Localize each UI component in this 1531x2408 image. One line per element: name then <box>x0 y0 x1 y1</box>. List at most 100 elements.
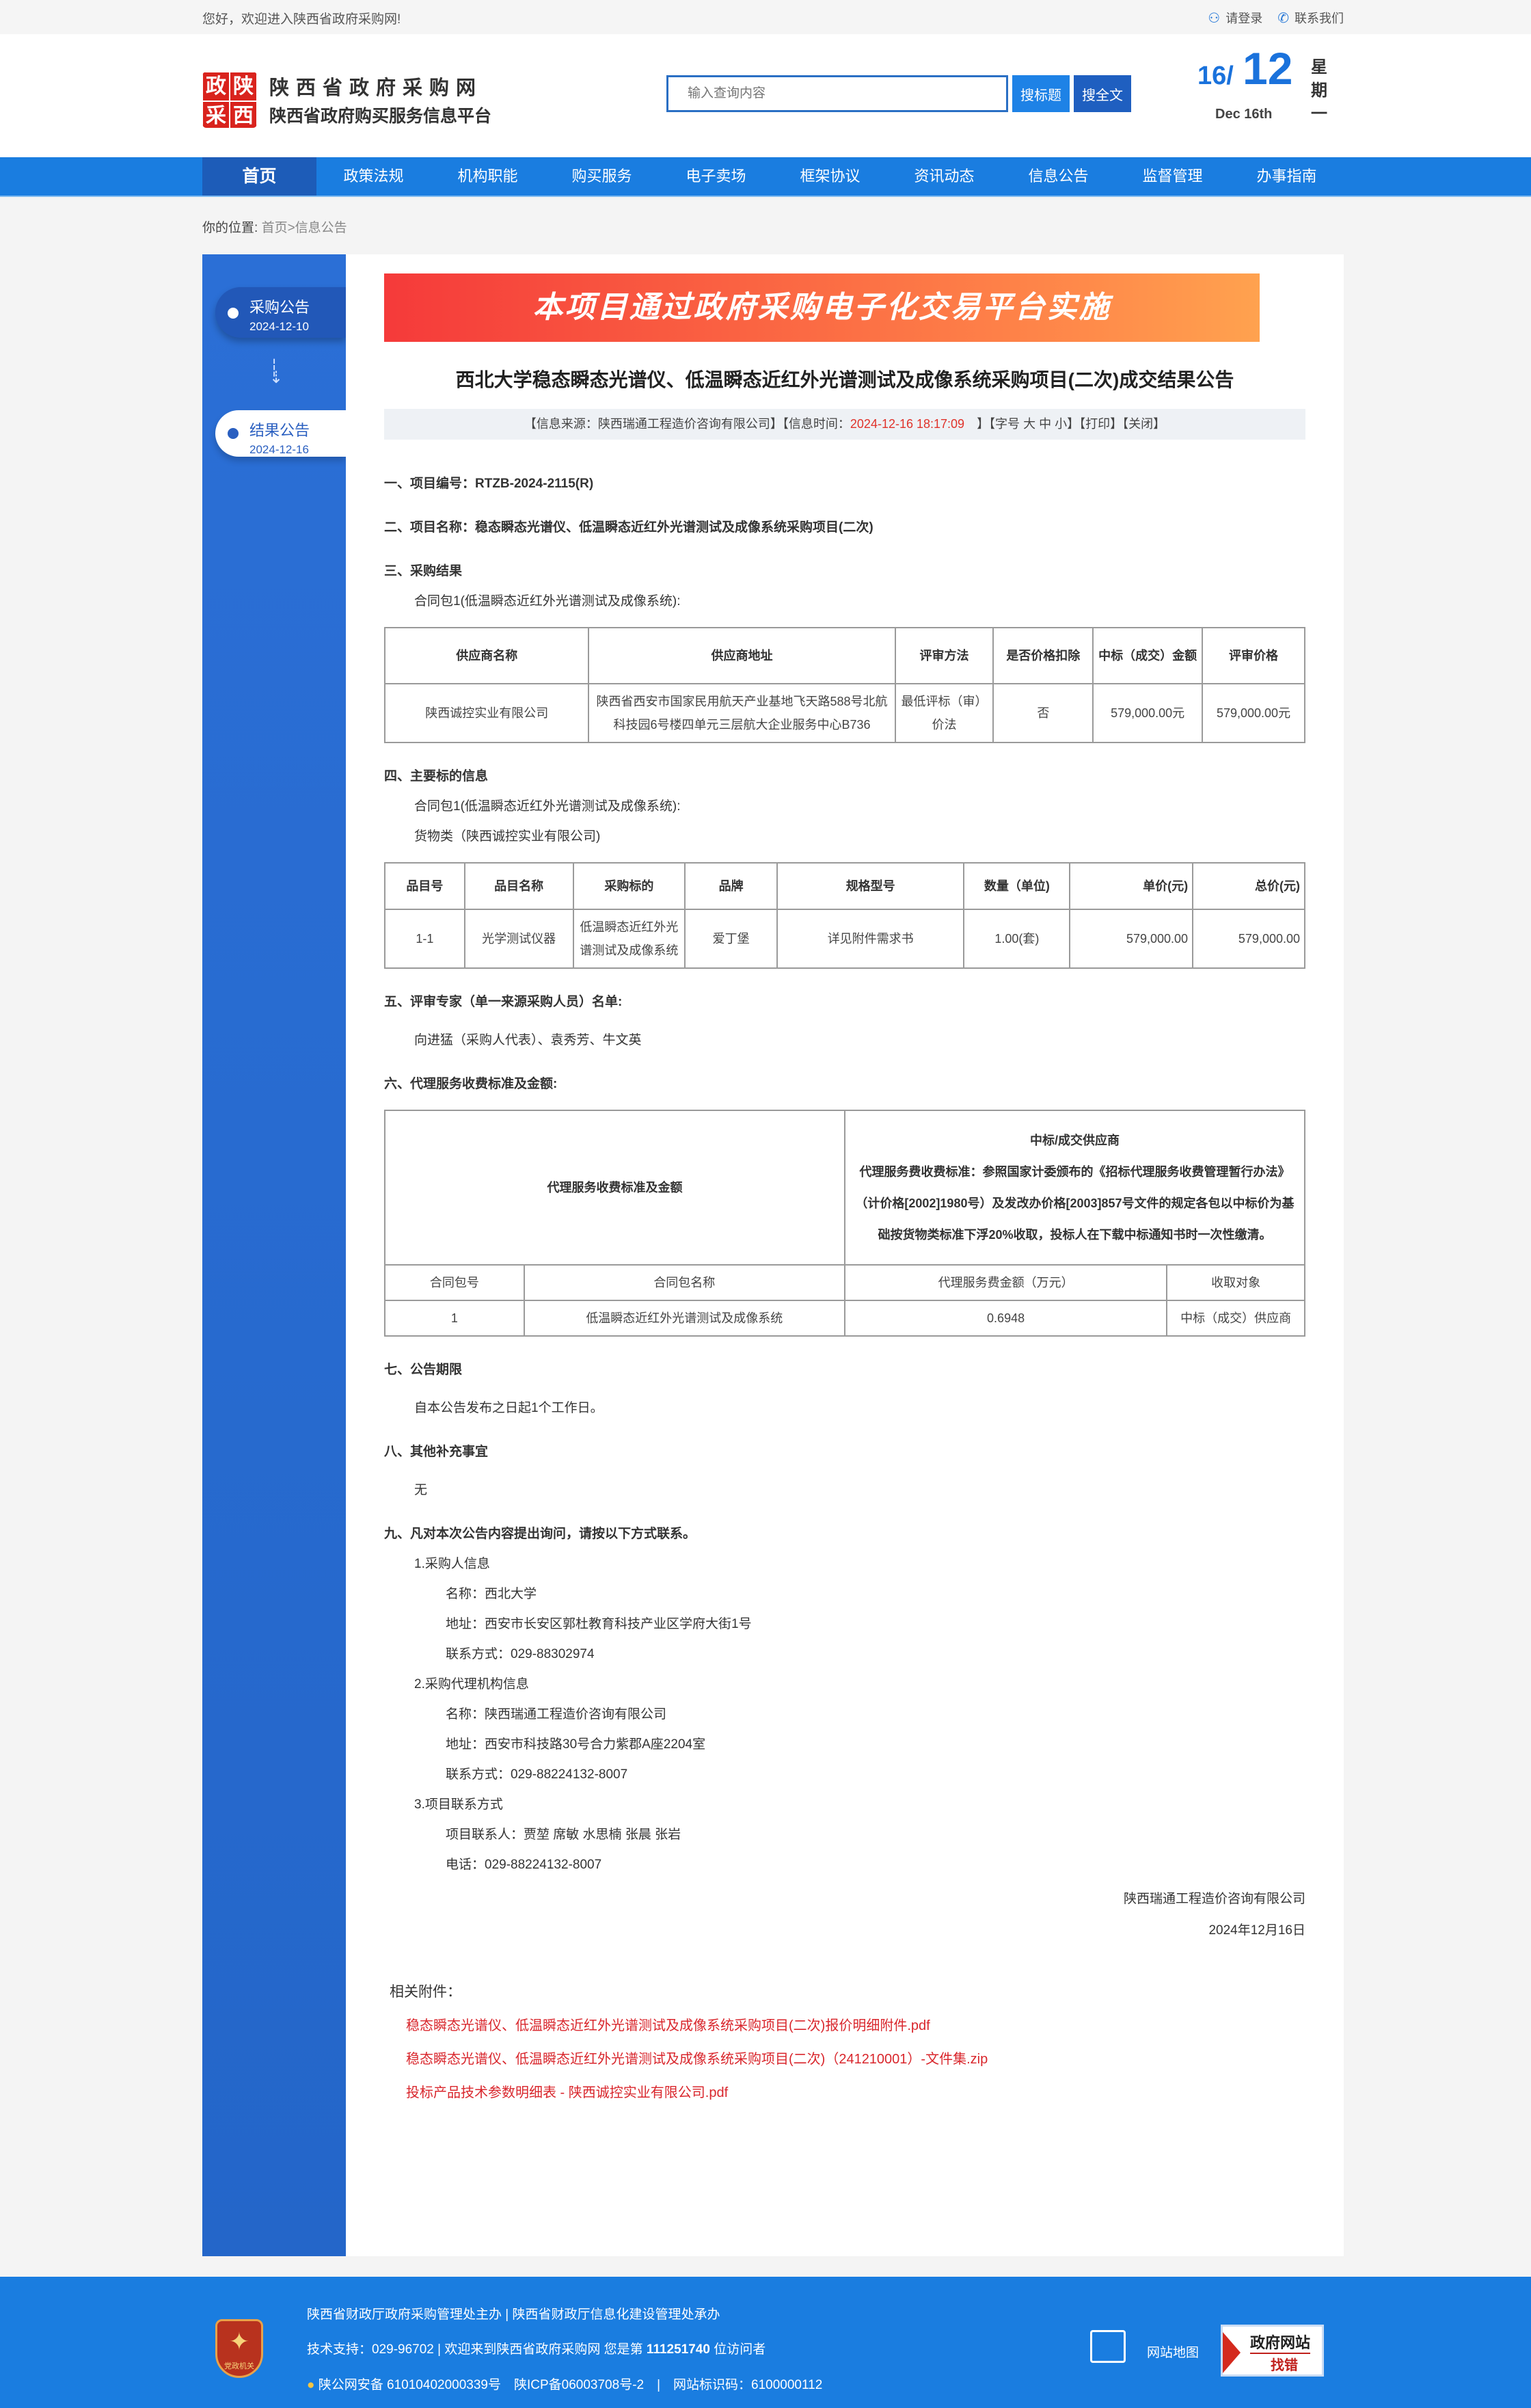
table-cell: 1 <box>384 1300 525 1337</box>
date-day: 16/ <box>1197 62 1234 90</box>
login-label: 请登录 <box>1225 12 1263 25</box>
table-cell: 供应商地址 <box>588 627 896 684</box>
welcome-text: 您好，欢迎进入陕西省政府采购网! <box>202 12 401 27</box>
nav-item[interactable]: 政策法规 <box>343 168 404 185</box>
map-icon[interactable] <box>1090 2330 1126 2363</box>
contact-line: 名称：西北大学 <box>446 1587 537 1601</box>
attachments-label: 相关附件： <box>390 1984 461 2000</box>
date-english: Dec 16th <box>1215 107 1273 122</box>
table-cell: 评审方法 <box>894 627 994 684</box>
nav-item[interactable]: 电子卖场 <box>686 168 746 185</box>
badge-top: 政府网站 <box>1250 2331 1311 2354</box>
search-input[interactable] <box>666 75 1008 112</box>
table-cell: 1.00(套) <box>963 909 1071 969</box>
table-cell: 中标（成交）供应商 <box>1166 1300 1305 1337</box>
attachment-link[interactable]: 稳态瞬态光谱仪、低温瞬态近红外光谱测试及成像系统采购项目(二次)报价明细附件.p… <box>406 2018 930 2033</box>
nav-item[interactable]: 监督管理 <box>1142 168 1203 185</box>
logo-char: 政 <box>202 72 230 101</box>
table-cell: 单价(元) <box>1069 862 1194 910</box>
top-bar: 您好，欢迎进入陕西省政府采购网! ⚇ 请登录 ✆ 联系我们 <box>0 0 1531 34</box>
police-badge-icon: ● <box>307 2378 315 2392</box>
footer-sponsor: 陕西省财政厅政府采购管理处主办 | 陕西省财政厅信息化建设管理处承办 <box>307 2307 720 2322</box>
other-matters: 无 <box>414 1483 428 1497</box>
table-header-row: 合同包号 合同包名称 代理服务费金额（万元） 收取对象 <box>384 1264 1305 1301</box>
table-row: 1 低温瞬态近红外光谱测试及成像系统 0.6948 中标（成交）供应商 <box>384 1300 1305 1337</box>
timeline-date: 2024-12-16 <box>249 443 309 456</box>
sitemap-link[interactable]: 网站地图 <box>1147 2346 1200 2360</box>
section-heading: 三、采购结果 <box>384 564 463 578</box>
contact-line: 电话：029-88224132-8007 <box>446 1858 602 1872</box>
table-cell: 陕西诚控实业有限公司 <box>383 683 590 743</box>
fee-table: 代理服务收费标准及金额 中标/成交供应商 代理服务费收费标准：参照国家计委颁布的《招… <box>384 1110 1306 1337</box>
info-actions[interactable]: 】【字号 大 中 小】【打印】【关闭】 <box>977 417 1166 431</box>
record-text: 陕公网安备 61010402000339号 陕ICP备06003708号-2 |… <box>318 2378 823 2392</box>
contact-line: 项目联系人：贾堃 席敏 水思楠 张晨 张岩 <box>446 1828 681 1842</box>
logo[interactable]: 政陕采西 <box>202 72 257 128</box>
attachment-link[interactable]: 稳态瞬态光谱仪、低温瞬态近红外光谱测试及成像系统采购项目(二次)（2412100… <box>406 2052 988 2067</box>
magnifier-icon <box>1223 2332 1241 2373</box>
table-cell: 数量（单位) <box>963 862 1071 910</box>
fee-standard-desc: 代理服务费收费标准：参照国家计委颁布的《招标代理服务收费管理暂行办法》（计价格[… <box>855 1165 1295 1242</box>
login-link[interactable]: ⚇ 请登录 <box>1208 9 1262 27</box>
contact-line: 地址：西安市长安区郭杜教育科技产业区学府大街1号 <box>446 1617 752 1631</box>
section-heading: 五、评审专家（单一来源采购人员）名单: <box>384 995 623 1009</box>
attachment-link[interactable]: 投标产品技术参数明细表 - 陕西诚控实业有限公司.pdf <box>406 2085 729 2100</box>
table-cell: 品目号 <box>384 862 465 910</box>
banner: 本项目通过政府采购电子化交易平台实施 <box>384 273 1260 342</box>
search-title-button[interactable]: 搜标题 <box>1012 75 1070 112</box>
nav-item[interactable]: 资讯动态 <box>914 168 975 185</box>
nav-item[interactable]: 信息公告 <box>1028 168 1089 185</box>
timeline-date: 2024-12-10 <box>249 320 309 333</box>
table-cell: 579,000.00元 <box>1202 683 1305 743</box>
table-cell: 总价(元) <box>1192 862 1305 910</box>
timeline-label: 结果公告 <box>249 422 310 439</box>
gov-site-error-report-badge[interactable]: 政府网站 找错 <box>1221 2325 1324 2377</box>
table-cell: 是否价格扣除 <box>992 627 1094 684</box>
table-header-row: 供应商名称 供应商地址 评审方法 是否价格扣除 中标（成交）金额 评审价格 <box>383 627 1305 684</box>
fee-right-header: 中标/成交供应商 代理服务费收费标准：参照国家计委颁布的《招标代理服务收费管理暂行… <box>843 1110 1306 1266</box>
nav-item[interactable]: 框架协议 <box>800 168 861 185</box>
user-icon: ⚇ <box>1208 11 1221 26</box>
timeline-item-result-notice[interactable]: 结果公告 2024-12-16 <box>215 410 346 457</box>
section-heading: 八、其他补充事宜 <box>384 1445 489 1459</box>
table-header-row: 品目号 品目名称 采购标的 品牌 规格型号 数量（单位) 单价(元) 总价(元) <box>384 862 1305 910</box>
table-cell: 详见附件需求书 <box>776 909 965 969</box>
table-row: 陕西诚控实业有限公司 陕西省西安市国家民用航天产业基地飞天路588号北航科技园6号… <box>383 683 1305 743</box>
party-emblem-icon[interactable]: ✦ 党政机关 <box>215 2319 263 2378</box>
table-cell: 陕西省西安市国家民用航天产业基地飞天路588号北航科技园6号楼四单元三层航大企业… <box>588 683 896 743</box>
package-label: 合同包1(低温瞬态近红外光谱测试及成像系统): <box>414 594 681 608</box>
site-subtitle: 陕西省政府购买服务信息平台 <box>269 107 492 126</box>
site-name: 陕西省政府采购网 <box>269 77 483 99</box>
footer-record[interactable]: ● 陕公网安备 61010402000339号 陕ICP备06003708号-2… <box>307 2374 822 2393</box>
visitor-suffix: 位访问者 <box>714 2342 766 2357</box>
nav-item[interactable]: 首页 <box>202 157 316 196</box>
nav-item[interactable]: 购买服务 <box>571 168 632 185</box>
contact-link[interactable]: ✆ 联系我们 <box>1277 9 1344 27</box>
nav-item[interactable]: 机构职能 <box>457 168 518 185</box>
notice-period: 自本公告发布之日起1个工作日。 <box>414 1401 604 1415</box>
info-time: 2024-12-16 18:17:09 <box>850 417 965 431</box>
section-heading: 六、代理服务收费标准及金额: <box>384 1077 558 1091</box>
breadcrumb-home[interactable]: 首页 <box>261 221 288 235</box>
article-info-bar: 【信息来源：陕西瑞通工程造价咨询有限公司】【信息时间：2024-12-16 18… <box>384 409 1305 440</box>
search-fulltext-button[interactable]: 搜全文 <box>1074 75 1131 112</box>
logo-char: 西 <box>230 101 257 128</box>
article-title: 西北大学稳态瞬态光谱仪、低温瞬态近红外光谱测试及成像系统采购项目(二次)成交结果… <box>455 369 1234 390</box>
nav-item[interactable]: 办事指南 <box>1256 168 1317 185</box>
article-panel: 本项目通过政府采购电子化交易平台实施 西北大学稳态瞬态光谱仪、低温瞬态近红外光谱… <box>346 254 1344 2256</box>
table-row: 1-1 光学测试仪器 低温瞬态近红外光谱测试及成像系统 爱丁堡 详见附件需求书 1.00(… <box>384 909 1305 969</box>
table-cell: 品牌 <box>684 862 778 910</box>
table-cell: 收取对象 <box>1166 1264 1305 1301</box>
fee-standard-row: 代理服务收费标准及金额 中标/成交供应商 代理服务费收费标准：参照国家计委颁布的《招… <box>384 1110 1306 1266</box>
breadcrumb-current[interactable]: >信息公告 <box>287 221 347 235</box>
attachments-list: 稳态瞬态光谱仪、低温瞬态近红外光谱测试及成像系统采购项目(二次)报价明细附件.p… <box>384 2016 1305 2103</box>
table-cell: 供应商名称 <box>383 627 590 684</box>
contact-line: 联系方式：029-88224132-8007 <box>446 1767 628 1782</box>
section-heading: 四、主要标的信息 <box>384 769 489 784</box>
category-label: 货物类（陕西诚控实业有限公司) <box>414 829 601 844</box>
contact-line: 地址：西安市科技路30号合力紫郡A座2204室 <box>446 1737 706 1752</box>
timeline-item-procurement-notice[interactable]: 采购公告 2024-12-10 <box>215 287 346 338</box>
contact-line: 名称：陕西瑞通工程造价咨询有限公司 <box>446 1707 667 1722</box>
table-cell: 采购标的 <box>572 862 686 910</box>
